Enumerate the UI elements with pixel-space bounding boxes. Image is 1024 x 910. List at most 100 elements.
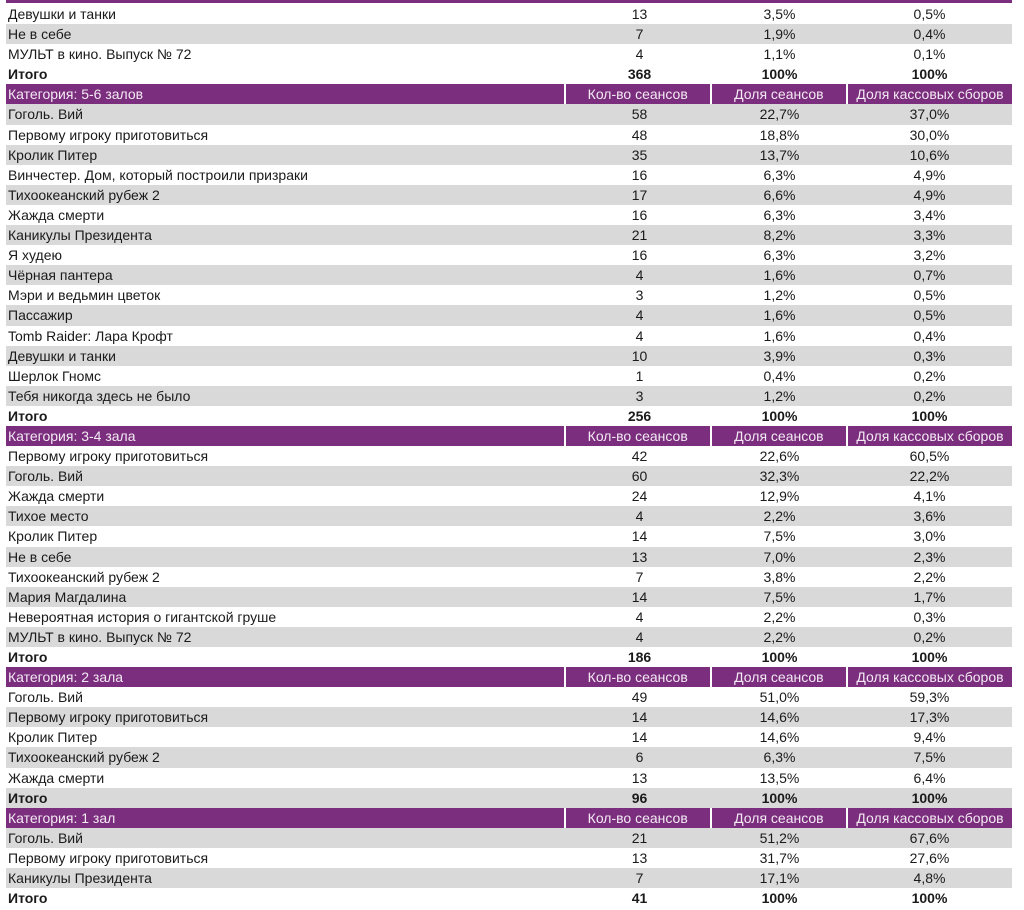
session-share: 17,1% [759, 870, 800, 887]
session-share: 22,7% [759, 106, 800, 123]
session-count: 14 [631, 709, 648, 726]
session-count: 3 [635, 387, 644, 404]
total-share: 100% [761, 789, 798, 806]
box-office-share: 0,7% [913, 267, 946, 284]
column-header-share-box: Доля кассовых сборов [845, 425, 1012, 447]
film-title: Тихоокеанский рубеж 2 [8, 568, 160, 585]
session-share: 1,6% [763, 307, 796, 324]
session-count: 13 [631, 548, 648, 565]
box-office-share: 0,4% [913, 26, 946, 43]
session-share: 14,6% [759, 729, 800, 746]
table-row: МУЛЬТ в кино. Выпуск № 72 4 1,1% 0,1% [6, 44, 1012, 64]
table-row: Девушки и танки 13 3,5% 0,5% [6, 4, 1012, 24]
session-count: 13 [631, 6, 648, 22]
box-office-share: 3,3% [913, 227, 946, 244]
session-share: 0,4% [763, 367, 796, 384]
box-office-share: 0,5% [913, 307, 946, 324]
table-row: Кролик Питер 14 7,5% 3,0% [6, 526, 1012, 546]
column-header-share-sessions: Доля сеансов [709, 425, 846, 447]
box-office-share: 0,3% [913, 347, 946, 364]
total-row: Итого 256 100% 100% [6, 406, 1012, 426]
table-row: Девушки и танки 10 3,9% 0,3% [6, 345, 1012, 366]
film-title: МУЛЬТ в кино. Выпуск № 72 [8, 628, 192, 645]
total-label: Итого [8, 649, 48, 665]
table-row: Первому игроку приготовиться 42 22,6% 60,5% [6, 446, 1012, 466]
table-row: Гоголь. Вий 49 51,0% 59,3% [6, 687, 1012, 707]
box-office-share: 3,4% [913, 206, 946, 223]
film-title: Мария Магдалина [8, 588, 127, 605]
film-title: Тихое место [8, 508, 89, 525]
session-share: 51,2% [759, 829, 800, 846]
box-office-share: 6,4% [913, 769, 946, 786]
table-row: Невероятная история о гигантской груше 4 2… [6, 607, 1012, 627]
film-title: Кролик Питер [8, 528, 98, 545]
table-row: Гоголь. Вий 60 32,3% 22,2% [6, 466, 1012, 487]
film-title: Девушки и танки [8, 347, 116, 364]
box-office-share: 4,9% [913, 166, 946, 183]
total-box-share: 100% [911, 890, 948, 907]
total-label: Итого [8, 66, 48, 83]
column-header-share-box: Доля кассовых сборов [845, 84, 1012, 105]
table-row: Мария Магдалина 14 7,5% 1,7% [6, 586, 1012, 607]
session-share: 7,5% [763, 528, 796, 545]
session-count: 4 [635, 46, 644, 63]
table-row: Гоголь. Вий 21 51,2% 67,6% [6, 827, 1012, 848]
session-count: 17 [631, 186, 648, 203]
film-title: Каникулы Президента [8, 870, 152, 887]
column-header-share-box: Доля кассовых сборов [845, 807, 1012, 828]
box-office-table: Девушки и танки 13 3,5% 0,5% Не в себе 7 1,9% 0… [6, 4, 1012, 908]
session-share: 6,3% [763, 247, 796, 264]
box-office-share: 1,7% [913, 588, 946, 605]
table-row: МУЛЬТ в кино. Выпуск № 72 4 2,2% 0,2% [6, 626, 1012, 647]
total-row: Итого 41 100% 100% [6, 888, 1012, 908]
session-share: 6,3% [763, 749, 796, 766]
table-row: Гоголь. Вий 58 22,7% 37,0% [6, 104, 1012, 125]
box-office-share: 2,3% [913, 548, 946, 565]
session-share: 8,2% [763, 227, 796, 244]
box-office-share: 0,5% [913, 287, 946, 304]
category-header: Категория: 5-6 залов Кол-во сеансов Доля с… [6, 84, 1012, 105]
session-share: 1,2% [763, 287, 796, 304]
total-row: Итого 186 100% 100% [6, 647, 1012, 667]
table-top-border [6, 0, 1012, 3]
session-share: 6,6% [763, 186, 796, 203]
film-title: Гоголь. Вий [8, 468, 83, 485]
session-count: 7 [635, 26, 644, 43]
table-row: Кролик Питер 35 13,7% 10,6% [6, 144, 1012, 165]
box-office-share: 0,5% [913, 6, 946, 22]
table-row: Не в себе 13 7,0% 2,3% [6, 546, 1012, 567]
film-title: Мэри и ведьмин цветок [8, 287, 161, 304]
film-title: Каникулы Президента [8, 227, 152, 244]
session-count: 48 [631, 126, 648, 143]
film-title: Жажда смерти [8, 488, 105, 505]
session-share: 1,2% [763, 387, 796, 404]
film-title: Невероятная история о гигантской груше [8, 608, 277, 625]
session-count: 14 [631, 729, 648, 746]
table-row: Тихоокеанский рубеж 2 17 6,6% 4,9% [6, 184, 1012, 205]
session-share: 6,3% [763, 166, 796, 183]
session-share: 22,6% [759, 448, 800, 465]
session-share: 7,0% [763, 548, 796, 565]
box-office-share: 0,2% [913, 387, 946, 404]
session-share: 1,6% [763, 327, 796, 344]
session-count: 3 [635, 287, 644, 304]
session-share: 18,8% [759, 126, 800, 143]
film-title: Чёрная пантера [8, 267, 113, 284]
total-box-share: 100% [911, 407, 948, 424]
box-office-share: 3,2% [913, 247, 946, 264]
box-office-share: 3,6% [913, 508, 946, 525]
table-row: Жажда смерти 24 12,9% 4,1% [6, 486, 1012, 506]
box-office-share: 9,4% [913, 729, 946, 746]
table-row: Я худею 16 6,3% 3,2% [6, 245, 1012, 265]
total-count: 186 [627, 649, 652, 665]
box-office-share: 0,2% [913, 367, 946, 384]
film-title: МУЛЬТ в кино. Выпуск № 72 [8, 46, 192, 63]
table-row: Чёрная пантера 4 1,6% 0,7% [6, 265, 1012, 286]
table-row: Каникулы Президента 21 8,2% 3,3% [6, 225, 1012, 246]
session-share: 13,5% [759, 769, 800, 786]
table-row: Тихоокеанский рубеж 2 7 3,8% 2,2% [6, 567, 1012, 587]
column-header-count: Кол-во сеансов [563, 807, 710, 828]
total-share: 100% [761, 407, 798, 424]
total-count: 41 [631, 890, 648, 907]
box-office-share: 3,0% [913, 528, 946, 545]
